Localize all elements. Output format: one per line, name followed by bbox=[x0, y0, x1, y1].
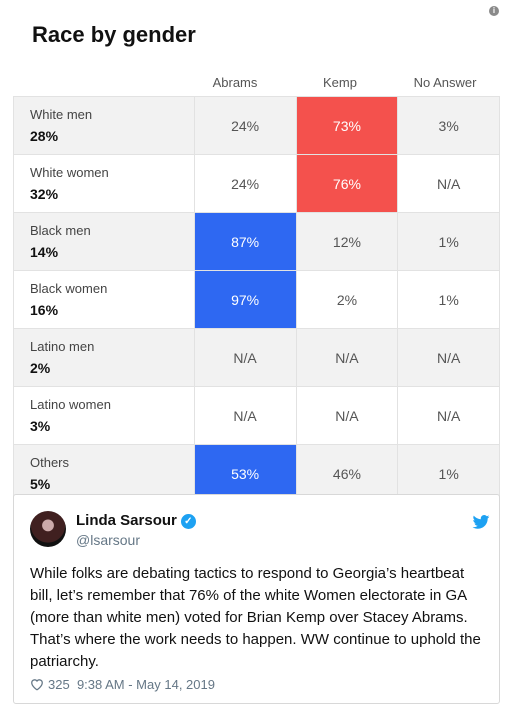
card-title: Race by gender bbox=[32, 22, 196, 47]
column-header-abrams: Abrams bbox=[212, 75, 258, 90]
table-cell: 76% bbox=[295, 154, 399, 213]
table-row: White women 32% 24% 76% N/A bbox=[13, 154, 500, 213]
row-label: Others 5% bbox=[13, 444, 195, 503]
group-name: White women bbox=[30, 165, 109, 180]
verified-badge-icon: ✓ bbox=[180, 514, 196, 529]
group-share: 16% bbox=[30, 302, 59, 318]
group-name: Black women bbox=[30, 281, 108, 296]
table-cell: N/A bbox=[193, 328, 297, 387]
table-row: Others 5% 53% 46% 1% bbox=[13, 444, 500, 503]
table-cell: 1% bbox=[397, 444, 500, 503]
table-cell: 1% bbox=[397, 270, 500, 329]
group-share: 5% bbox=[30, 476, 51, 492]
table-cell: 1% bbox=[397, 212, 500, 271]
group-name: Others bbox=[30, 455, 70, 470]
table-cell: 2% bbox=[295, 270, 399, 329]
table-cell: N/A bbox=[397, 328, 500, 387]
like-count[interactable]: 325 bbox=[48, 677, 70, 692]
table-row: Latino men 2% N/A N/A N/A bbox=[13, 328, 500, 387]
column-header-no-answer: No Answer bbox=[413, 75, 477, 90]
table-cell: 46% bbox=[295, 444, 399, 503]
group-share: 2% bbox=[30, 360, 51, 376]
tweet-timestamp[interactable]: 9:38 AM - May 14, 2019 bbox=[76, 677, 215, 692]
row-label: Black men 14% bbox=[13, 212, 195, 271]
table-cell: N/A bbox=[397, 154, 500, 213]
group-share: 28% bbox=[30, 128, 59, 144]
table-row: Latino women 3% N/A N/A N/A bbox=[13, 386, 500, 445]
table-cell: N/A bbox=[193, 386, 297, 445]
row-label: Latino women 3% bbox=[13, 386, 195, 445]
avatar[interactable] bbox=[30, 511, 66, 547]
tweet-author-name[interactable]: Linda Sarsour ✓ bbox=[76, 512, 196, 529]
embedded-tweet[interactable]: Linda Sarsour ✓ @lsarsour While folks are… bbox=[13, 494, 500, 704]
table-cell: 12% bbox=[295, 212, 399, 271]
group-share: 32% bbox=[30, 186, 59, 202]
table-row: Black men 14% 87% 12% 1% bbox=[13, 212, 500, 271]
table-cell: 3% bbox=[397, 96, 500, 155]
row-label: Black women 16% bbox=[13, 270, 195, 329]
tweet-text: While folks are debating tactics to resp… bbox=[30, 565, 481, 670]
group-share: 3% bbox=[30, 418, 51, 434]
table-cell: 24% bbox=[193, 96, 297, 155]
twitter-bird-icon[interactable] bbox=[472, 515, 490, 529]
table-cell: 73% bbox=[295, 96, 399, 155]
table-cell: 24% bbox=[193, 154, 297, 213]
results-table: White men 28% 24% 73% 3% White women 32% 24% 76%… bbox=[13, 96, 500, 503]
tweet-author-handle[interactable]: @lsarsour bbox=[76, 532, 141, 548]
group-name: Latino women bbox=[30, 397, 111, 412]
group-name: White men bbox=[30, 107, 93, 122]
row-label: White women 32% bbox=[13, 154, 195, 213]
info-icon[interactable]: i bbox=[489, 6, 499, 16]
exit-poll-card: Race by gender i Abrams Kemp No Answer W… bbox=[13, 6, 500, 503]
row-label: Latino men 2% bbox=[13, 328, 195, 387]
table-cell: 87% bbox=[193, 212, 297, 271]
row-label: White men 28% bbox=[13, 96, 195, 155]
group-name: Black men bbox=[30, 223, 91, 238]
table-cell: N/A bbox=[397, 386, 500, 445]
tweet-meta: 325 9:38 AM - May 14, 2019 bbox=[30, 677, 215, 692]
table-cell: 53% bbox=[193, 444, 297, 503]
group-name: Latino men bbox=[30, 339, 95, 354]
heart-icon[interactable] bbox=[30, 678, 44, 691]
table-cell: 97% bbox=[193, 270, 297, 329]
column-header-kemp: Kemp bbox=[323, 75, 357, 90]
table-cell: N/A bbox=[295, 386, 399, 445]
table-cell: N/A bbox=[295, 328, 399, 387]
table-row: Black women 16% 97% 2% 1% bbox=[13, 270, 500, 329]
group-share: 14% bbox=[30, 244, 59, 260]
table-row: White men 28% 24% 73% 3% bbox=[13, 96, 500, 155]
